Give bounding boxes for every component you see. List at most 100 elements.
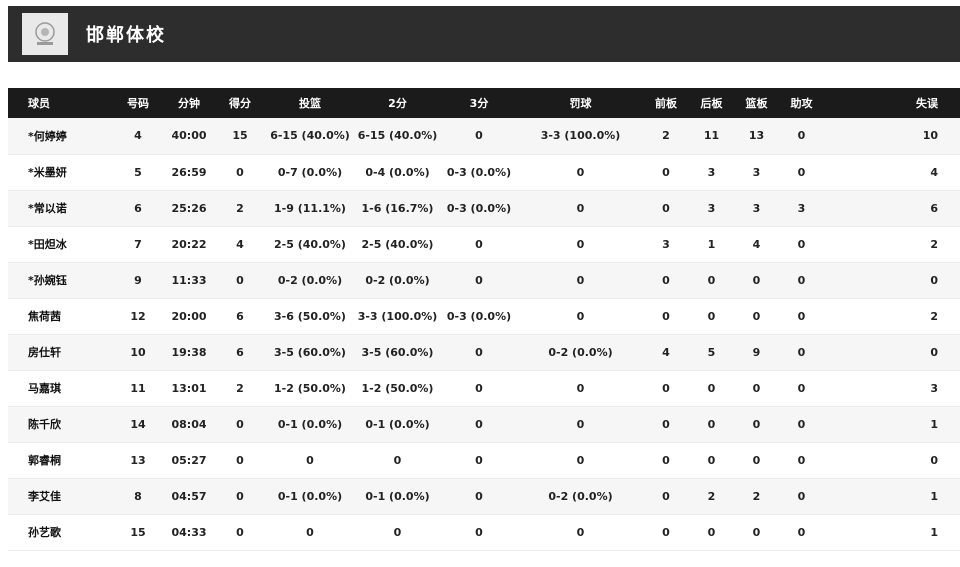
stat-cell: 4: [113, 118, 163, 155]
stat-cell: 3: [824, 370, 960, 407]
stat-cell: 2: [215, 370, 265, 407]
stat-cell: 8: [113, 478, 163, 515]
stat-cell: 0: [779, 262, 824, 299]
stat-cell: 0: [734, 370, 779, 407]
player-name: *田炟冰: [8, 226, 113, 263]
stat-cell: 0: [215, 406, 265, 443]
stat-cell: 0: [689, 298, 734, 335]
stat-cell: 0: [734, 442, 779, 479]
stat-cell: 04:57: [163, 478, 215, 515]
column-header-10: 后板: [689, 88, 734, 118]
stat-cell: 0-3 (0.0%): [440, 190, 518, 227]
stat-cell: 4: [734, 226, 779, 263]
player-name: 焦荷茜: [8, 298, 113, 335]
table-row: 房仕轩 10 19:38 6 3-5 (60.0%) 3-5 (60.0%) 0 0-2 (0…: [8, 334, 960, 371]
stat-cell: 0: [518, 442, 643, 479]
stat-cell: 14: [113, 406, 163, 443]
stat-cell: 5: [689, 334, 734, 371]
player-name: 孙艺歌: [8, 514, 113, 551]
table-row: *米墨妍 5 26:59 0 0-7 (0.0%) 0-4 (0.0%) 0-3 (0.0%…: [8, 154, 960, 191]
stat-cell: 0-7 (0.0%): [265, 154, 355, 191]
stat-cell: 0: [440, 118, 518, 155]
player-name: 马嘉琪: [8, 370, 113, 407]
stat-cell: 3: [779, 190, 824, 227]
stat-cell: 1: [824, 406, 960, 443]
stat-cell: 0: [518, 298, 643, 335]
stat-cell: 1: [824, 478, 960, 515]
stat-cell: 0-2 (0.0%): [265, 262, 355, 299]
stat-cell: 0: [518, 514, 643, 551]
stat-cell: 0-3 (0.0%): [440, 298, 518, 335]
stat-cell: 15: [215, 118, 265, 155]
stat-cell: 13: [113, 442, 163, 479]
team-logo-icon: [22, 13, 68, 55]
stat-cell: 2: [689, 478, 734, 515]
stat-cell: 0-1 (0.0%): [265, 406, 355, 443]
table-row: *田炟冰 7 20:22 4 2-5 (40.0%) 2-5 (40.0%) 0 0 3 1 4 0 2: [8, 226, 960, 263]
stat-cell: 4: [643, 334, 689, 371]
column-header-8: 罚球: [518, 88, 643, 118]
stat-cell: 0-1 (0.0%): [355, 478, 440, 515]
stat-cell: 3-5 (60.0%): [355, 334, 440, 371]
stat-cell: 19:38: [163, 334, 215, 371]
stat-cell: 0: [779, 154, 824, 191]
stat-cell: 0: [643, 478, 689, 515]
stat-cell: 3-3 (100.0%): [355, 298, 440, 335]
stat-cell: 26:59: [163, 154, 215, 191]
player-name: 陈千欣: [8, 406, 113, 443]
stat-cell: 0: [215, 514, 265, 551]
stat-cell: 0: [824, 442, 960, 479]
stat-cell: 1-6 (16.7%): [355, 190, 440, 227]
stat-cell: 3: [643, 226, 689, 263]
stat-cell: 0-2 (0.0%): [355, 262, 440, 299]
stat-cell: 12: [113, 298, 163, 335]
stat-cell: 3: [734, 190, 779, 227]
column-header-6: 2分: [355, 88, 440, 118]
stat-cell: 1-2 (50.0%): [265, 370, 355, 407]
stat-cell: 0: [734, 514, 779, 551]
table-row: 陈千欣 14 08:04 0 0-1 (0.0%) 0-1 (0.0%) 0 0 0 0 0 0 1: [8, 406, 960, 443]
stat-cell: 3: [734, 154, 779, 191]
stat-cell: 0: [779, 442, 824, 479]
stat-cell: 0: [779, 298, 824, 335]
column-header-3: 分钟: [163, 88, 215, 118]
table-header-row: 球员 号码 分钟 得分 投篮 2分 3分 罚球 前板 后板 篮板 助攻 失误: [8, 88, 960, 118]
column-header-2: 号码: [113, 88, 163, 118]
stat-cell: 0: [824, 334, 960, 371]
stat-cell: 0: [440, 514, 518, 551]
stat-cell: 10: [113, 334, 163, 371]
team-name: 邯郸体校: [86, 25, 166, 46]
player-name: *何婷婷: [8, 118, 113, 155]
player-name: *常以诺: [8, 190, 113, 227]
stat-cell: 5: [113, 154, 163, 191]
stat-cell: 0: [440, 370, 518, 407]
player-stats-table: 球员 号码 分钟 得分 投篮 2分 3分 罚球 前板 后板 篮板 助攻 失误 *何婷婷 4 40:00 15 6…: [8, 88, 960, 551]
stat-cell: 04:33: [163, 514, 215, 551]
stat-cell: 0: [643, 154, 689, 191]
stat-cell: 6-15 (40.0%): [265, 118, 355, 155]
column-header-1: 球员: [8, 88, 113, 118]
column-header-5: 投篮: [265, 88, 355, 118]
stat-cell: 2-5 (40.0%): [265, 226, 355, 263]
stat-cell: 3-6 (50.0%): [265, 298, 355, 335]
stat-cell: 20:00: [163, 298, 215, 335]
stat-cell: 1: [824, 514, 960, 551]
stat-cell: 0: [779, 406, 824, 443]
stat-cell: 0: [643, 190, 689, 227]
stat-cell: 0: [643, 514, 689, 551]
stat-cell: 0-4 (0.0%): [355, 154, 440, 191]
stat-cell: 10: [824, 118, 960, 155]
stat-cell: 9: [734, 334, 779, 371]
player-name: 郭睿桐: [8, 442, 113, 479]
player-name: *孙婉钰: [8, 262, 113, 299]
column-header-12: 助攻: [779, 88, 824, 118]
stat-cell: 2: [215, 190, 265, 227]
table-row: *何婷婷 4 40:00 15 6-15 (40.0%) 6-15 (40.0%) 0 3-3…: [8, 118, 960, 155]
stat-cell: 0: [779, 118, 824, 155]
stat-cell: 3-3 (100.0%): [518, 118, 643, 155]
stat-cell: 0-2 (0.0%): [518, 334, 643, 371]
player-name: 李艾佳: [8, 478, 113, 515]
stat-cell: 0: [779, 226, 824, 263]
stat-cell: 0: [265, 514, 355, 551]
